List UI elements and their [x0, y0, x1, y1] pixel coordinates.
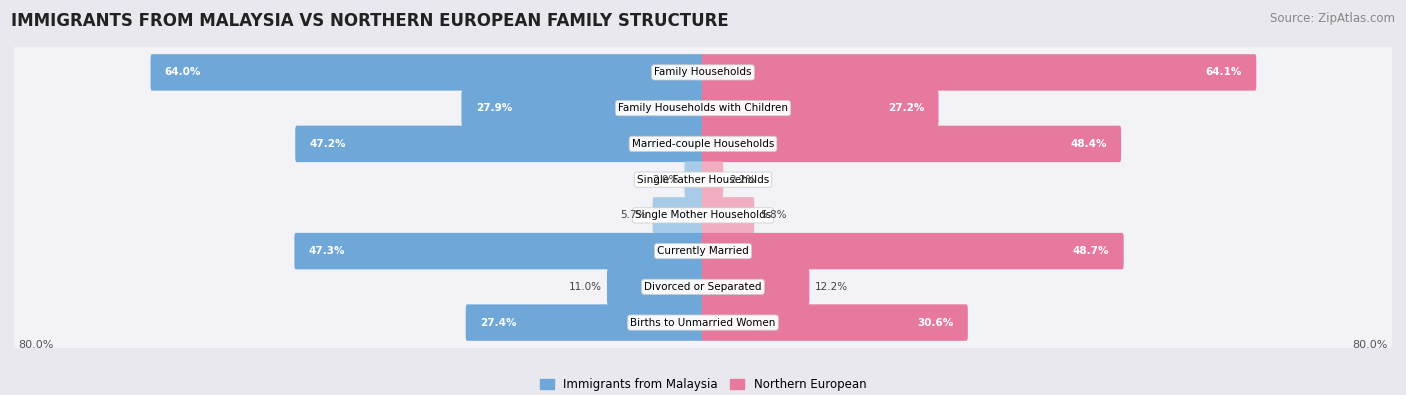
FancyBboxPatch shape — [461, 90, 704, 126]
Text: Single Mother Households: Single Mother Households — [636, 211, 770, 220]
FancyBboxPatch shape — [11, 222, 1395, 280]
FancyBboxPatch shape — [607, 269, 704, 305]
Text: Divorced or Separated: Divorced or Separated — [644, 282, 762, 292]
FancyBboxPatch shape — [11, 151, 1395, 208]
FancyBboxPatch shape — [11, 79, 1395, 137]
FancyBboxPatch shape — [11, 115, 1395, 173]
FancyBboxPatch shape — [11, 187, 1395, 244]
FancyBboxPatch shape — [465, 305, 704, 341]
Text: 11.0%: 11.0% — [568, 282, 602, 292]
Legend: Immigrants from Malaysia, Northern European: Immigrants from Malaysia, Northern Europ… — [536, 373, 870, 395]
Text: 27.9%: 27.9% — [475, 103, 512, 113]
FancyBboxPatch shape — [150, 54, 704, 90]
Text: Family Households with Children: Family Households with Children — [619, 103, 787, 113]
FancyBboxPatch shape — [702, 54, 1257, 90]
Text: 5.7%: 5.7% — [620, 211, 647, 220]
FancyBboxPatch shape — [702, 197, 754, 233]
FancyBboxPatch shape — [702, 233, 1123, 269]
Text: Married-couple Households: Married-couple Households — [631, 139, 775, 149]
Text: 64.0%: 64.0% — [165, 68, 201, 77]
Text: 80.0%: 80.0% — [18, 340, 53, 350]
Text: Single Father Households: Single Father Households — [637, 175, 769, 184]
Text: 27.2%: 27.2% — [889, 103, 924, 113]
Text: 12.2%: 12.2% — [815, 282, 848, 292]
Text: 47.3%: 47.3% — [308, 246, 344, 256]
Text: 48.7%: 48.7% — [1073, 246, 1109, 256]
Text: Family Households: Family Households — [654, 68, 752, 77]
FancyBboxPatch shape — [11, 258, 1395, 316]
FancyBboxPatch shape — [702, 162, 723, 198]
Text: 47.2%: 47.2% — [309, 139, 346, 149]
Text: 2.0%: 2.0% — [652, 175, 679, 184]
Text: 30.6%: 30.6% — [917, 318, 953, 327]
FancyBboxPatch shape — [294, 233, 704, 269]
FancyBboxPatch shape — [702, 305, 967, 341]
Text: IMMIGRANTS FROM MALAYSIA VS NORTHERN EUROPEAN FAMILY STRUCTURE: IMMIGRANTS FROM MALAYSIA VS NORTHERN EUR… — [11, 12, 728, 30]
Text: Source: ZipAtlas.com: Source: ZipAtlas.com — [1270, 12, 1395, 25]
FancyBboxPatch shape — [685, 162, 704, 198]
FancyBboxPatch shape — [702, 269, 810, 305]
Text: 48.4%: 48.4% — [1070, 139, 1107, 149]
FancyBboxPatch shape — [702, 126, 1121, 162]
FancyBboxPatch shape — [702, 90, 939, 126]
Text: Births to Unmarried Women: Births to Unmarried Women — [630, 318, 776, 327]
Text: 5.8%: 5.8% — [759, 211, 786, 220]
FancyBboxPatch shape — [652, 197, 704, 233]
Text: 2.2%: 2.2% — [728, 175, 755, 184]
FancyBboxPatch shape — [295, 126, 704, 162]
FancyBboxPatch shape — [11, 294, 1395, 351]
Text: Currently Married: Currently Married — [657, 246, 749, 256]
FancyBboxPatch shape — [11, 44, 1395, 101]
Text: 27.4%: 27.4% — [479, 318, 516, 327]
Text: 64.1%: 64.1% — [1206, 68, 1241, 77]
Text: 80.0%: 80.0% — [1353, 340, 1388, 350]
